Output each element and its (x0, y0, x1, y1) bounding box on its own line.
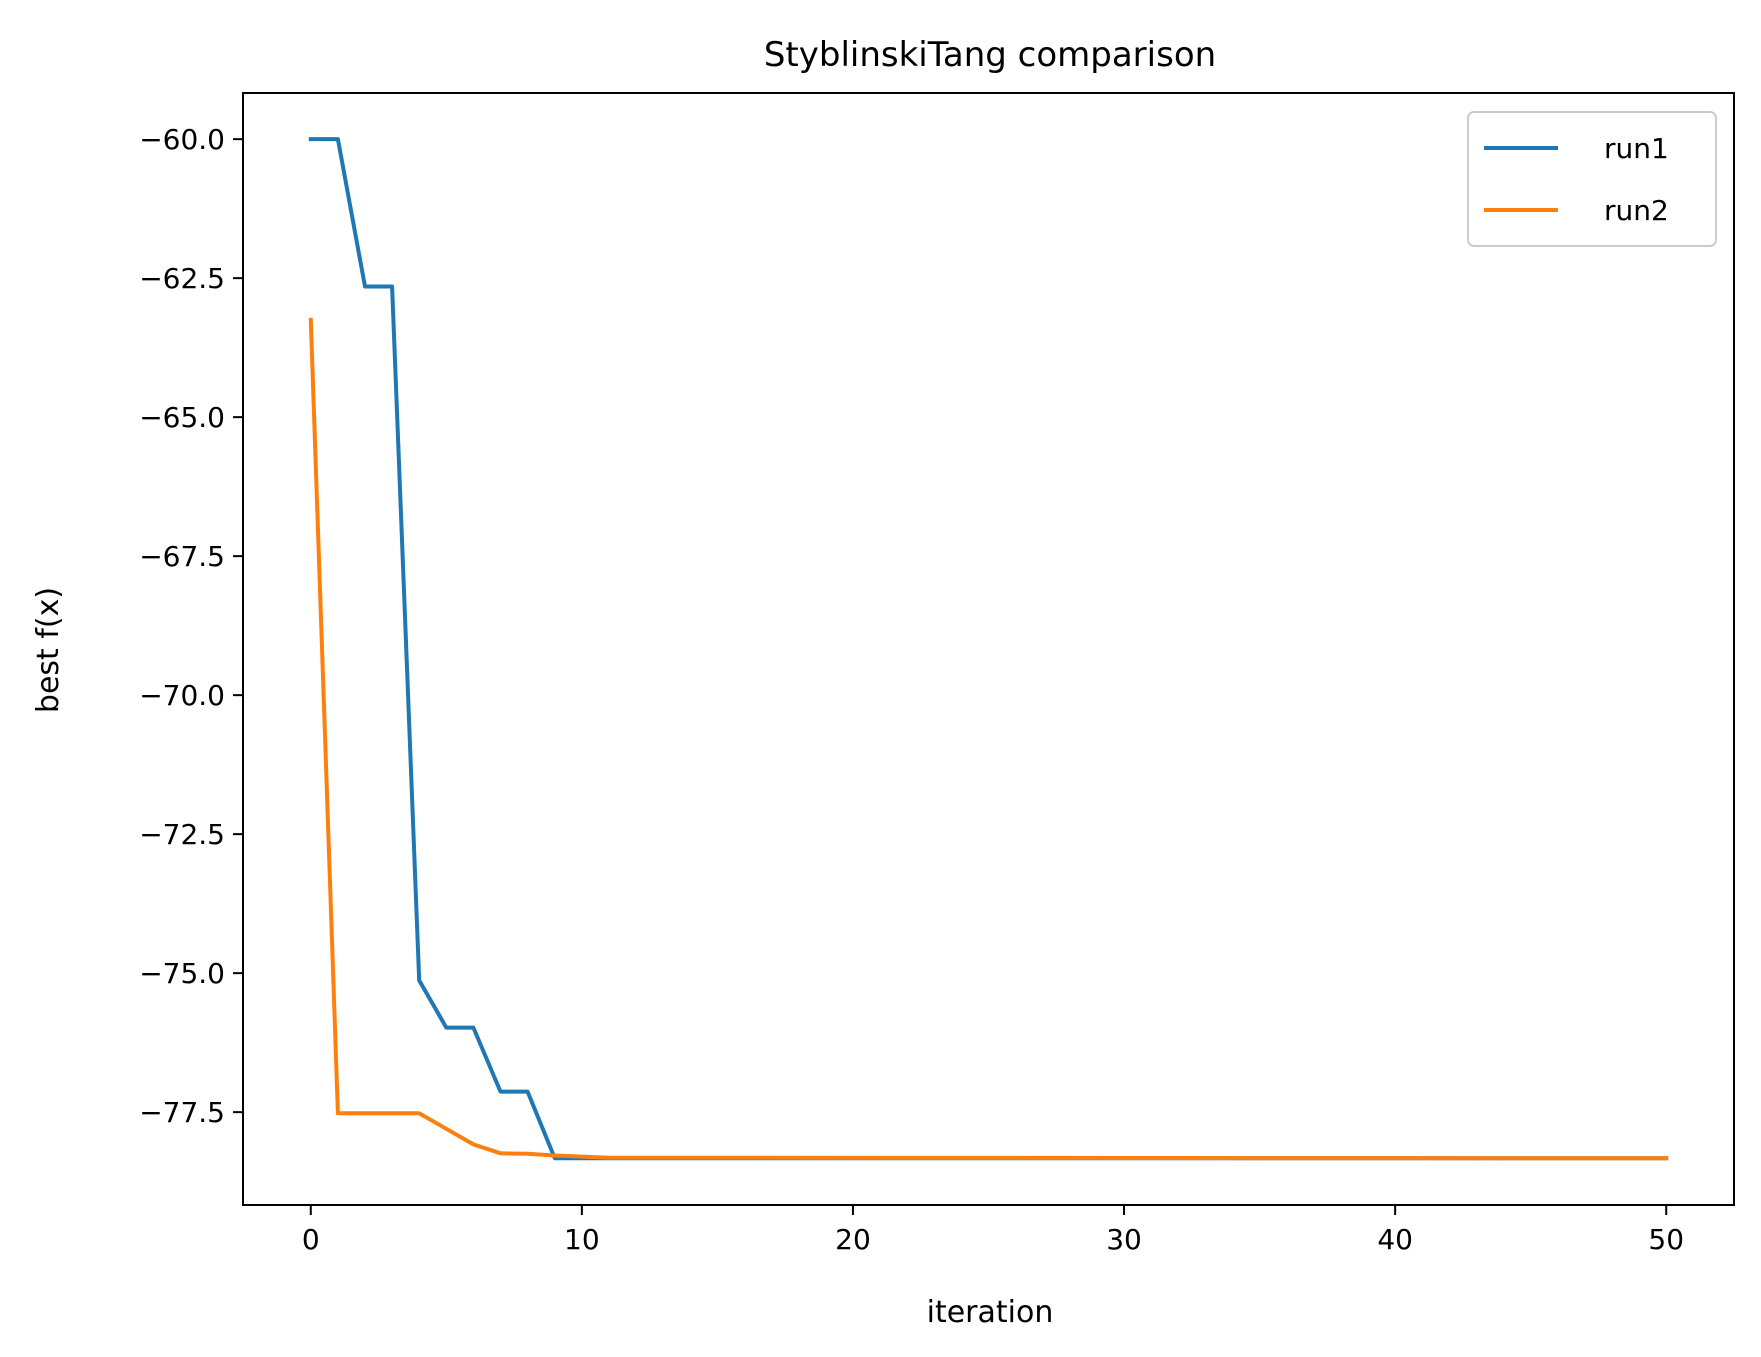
x-tick-label: 40 (1377, 1223, 1413, 1256)
y-tick-label: −62.5 (139, 262, 225, 295)
legend-box (1467, 111, 1717, 247)
legend-label-run1: run1 (1604, 132, 1669, 165)
series-line-run2 (308, 317, 1669, 1161)
x-axis-label: iteration (927, 1295, 1054, 1330)
y-tick-label: −75.0 (139, 957, 225, 990)
legend-label-run2: run2 (1604, 194, 1669, 227)
x-tick-label: 10 (564, 1223, 600, 1256)
x-axis: 0 10 20 30 40 50 (302, 1205, 1684, 1256)
y-tick-label: −70.0 (139, 679, 225, 712)
legend: run1 run2 (1467, 111, 1717, 247)
y-tick-label: −77.5 (139, 1096, 225, 1129)
plot-lines (308, 137, 1669, 1161)
x-tick-label: 30 (1106, 1223, 1142, 1256)
x-tick-label: 50 (1648, 1223, 1684, 1256)
chart-title: StyblinskiTang comparison (764, 35, 1216, 75)
y-tick-label: −67.5 (139, 540, 225, 573)
y-tick-label: −60.0 (139, 123, 225, 156)
y-axis-label: best f(x) (31, 587, 66, 713)
x-tick-label: 20 (835, 1223, 871, 1256)
y-tick-label: −65.0 (139, 401, 225, 434)
y-axis: −60.0 −62.5 −65.0 −67.5 −70.0 −72.5 −75.0 −77.5 (139, 123, 243, 1129)
y-tick-label: −72.5 (139, 818, 225, 851)
x-tick-label: 0 (302, 1223, 320, 1256)
plot-frame (242, 92, 1735, 1206)
